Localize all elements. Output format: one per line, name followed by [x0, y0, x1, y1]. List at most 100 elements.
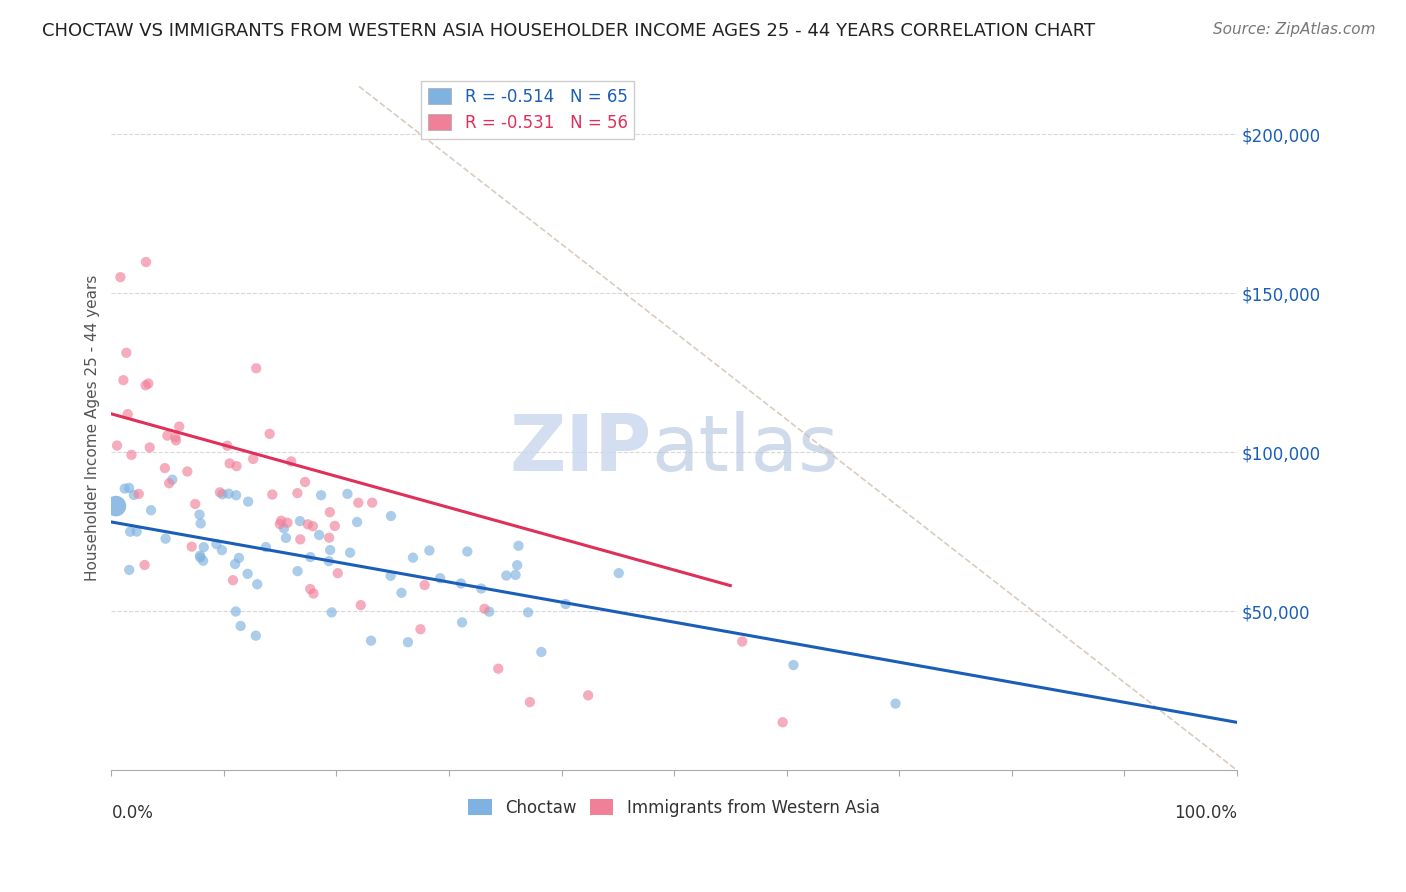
Point: [153, 461, 176, 475]
Point: [350, 598, 373, 612]
Point: [218, 486, 240, 500]
Point: [162, 473, 184, 487]
Point: [380, 569, 402, 583]
Point: [290, 533, 312, 547]
Point: [117, 407, 139, 421]
Point: [506, 558, 529, 573]
Point: [280, 454, 302, 468]
Point: [114, 482, 136, 496]
Point: [884, 697, 907, 711]
Point: [190, 516, 212, 531]
Point: [184, 497, 207, 511]
Point: [242, 451, 264, 466]
Point: [165, 434, 187, 448]
Point: [270, 514, 292, 528]
Point: [782, 658, 804, 673]
Point: [211, 543, 233, 558]
Point: [418, 543, 440, 558]
Point: [188, 508, 211, 522]
Point: [205, 537, 228, 551]
Point: [323, 519, 346, 533]
Point: [287, 486, 309, 500]
Point: [429, 571, 451, 585]
Point: [731, 634, 754, 648]
Point: [309, 488, 332, 502]
Text: CHOCTAW VS IMMIGRANTS FROM WESTERN ASIA HOUSEHOLDER INCOME AGES 25 - 44 YEARS CO: CHOCTAW VS IMMIGRANTS FROM WESTERN ASIA …: [42, 22, 1095, 40]
Point: [188, 550, 211, 565]
Point: [167, 419, 190, 434]
Point: [318, 554, 340, 568]
Point: [105, 438, 128, 452]
Point: [319, 543, 342, 558]
Point: [193, 540, 215, 554]
Point: [245, 629, 267, 643]
Point: [318, 531, 340, 545]
Point: [413, 578, 436, 592]
Point: [347, 496, 370, 510]
Point: [128, 487, 150, 501]
Point: [112, 373, 135, 387]
Point: [361, 496, 384, 510]
Point: [120, 524, 142, 539]
Text: 0.0%: 0.0%: [111, 805, 153, 822]
Point: [346, 515, 368, 529]
Point: [308, 528, 330, 542]
Point: [155, 532, 177, 546]
Point: [218, 457, 240, 471]
Point: [211, 487, 233, 501]
Point: [228, 550, 250, 565]
Point: [138, 441, 160, 455]
Point: [451, 615, 474, 630]
Point: [607, 566, 630, 581]
Text: Source: ZipAtlas.com: Source: ZipAtlas.com: [1212, 22, 1375, 37]
Point: [396, 635, 419, 649]
Legend: Choctaw, Immigrants from Western Asia: Choctaw, Immigrants from Western Asia: [461, 792, 886, 823]
Point: [217, 439, 239, 453]
Point: [402, 550, 425, 565]
Point: [262, 487, 284, 501]
Point: [339, 546, 361, 560]
Point: [246, 577, 269, 591]
Point: [191, 554, 214, 568]
Point: [576, 689, 599, 703]
Point: [225, 605, 247, 619]
Point: [188, 549, 211, 563]
Point: [225, 459, 247, 474]
Point: [118, 481, 141, 495]
Point: [138, 376, 160, 391]
Point: [456, 544, 478, 558]
Point: [180, 540, 202, 554]
Point: [224, 557, 246, 571]
Point: [299, 550, 322, 565]
Point: [236, 566, 259, 581]
Point: [505, 567, 527, 582]
Point: [294, 475, 316, 489]
Point: [122, 488, 145, 502]
Point: [274, 531, 297, 545]
Text: 100.0%: 100.0%: [1174, 805, 1237, 822]
Point: [478, 605, 501, 619]
Point: [229, 619, 252, 633]
Point: [222, 573, 245, 587]
Point: [139, 503, 162, 517]
Point: [276, 516, 298, 530]
Point: [287, 564, 309, 578]
Point: [319, 505, 342, 519]
Point: [273, 521, 295, 535]
Point: [157, 476, 180, 491]
Point: [470, 582, 492, 596]
Point: [302, 519, 325, 533]
Point: [495, 568, 517, 582]
Point: [176, 465, 198, 479]
Point: [121, 448, 143, 462]
Point: [259, 426, 281, 441]
Point: [135, 378, 157, 392]
Point: [508, 539, 530, 553]
Point: [208, 485, 231, 500]
Point: [135, 255, 157, 269]
Point: [336, 487, 359, 501]
Point: [486, 662, 509, 676]
Point: [519, 695, 541, 709]
Point: [236, 494, 259, 508]
Text: atlas: atlas: [651, 410, 839, 487]
